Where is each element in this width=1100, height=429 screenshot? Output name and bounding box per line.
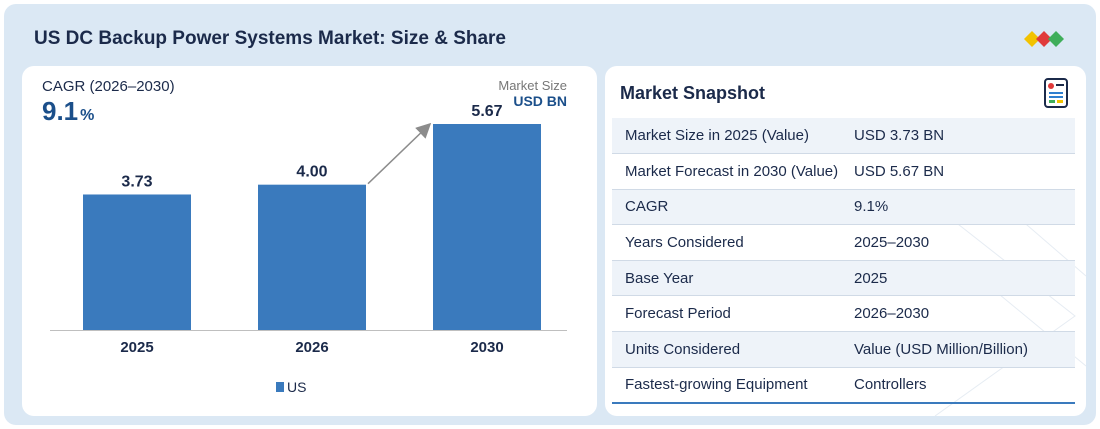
legend-swatch	[276, 382, 284, 392]
snapshot-row: Fastest-growing Equipment Controllers	[612, 367, 1075, 404]
snapshot-key: Forecast Period	[612, 295, 841, 333]
data-label-2025: 3.73	[121, 173, 152, 190]
snapshot-row: Units Considered Value (USD Million/Billi…	[612, 331, 1075, 368]
bar-2030	[433, 124, 541, 330]
snapshot-key: Market Size in 2025 (Value)	[612, 118, 841, 155]
snapshot-key: CAGR	[612, 189, 841, 226]
report-icon	[1044, 78, 1068, 108]
snapshot-value: 2025–2030	[841, 224, 1075, 261]
snapshot-value: 9.1%	[841, 189, 1075, 226]
snapshot-row: Years Considered 2025–2030	[612, 224, 1075, 261]
chart-panel: CAGR (2026–2030) 9.1% Market Size USD BN…	[22, 66, 597, 416]
snapshot-key: Years Considered	[612, 224, 841, 261]
snapshot-key: Base Year	[612, 260, 841, 297]
brand-logo-icon	[1024, 31, 1064, 47]
bar-2026	[258, 184, 366, 330]
chart-legend: US	[276, 379, 306, 395]
snapshot-title: Market Snapshot	[620, 83, 766, 103]
snapshot-row: CAGR 9.1%	[612, 189, 1075, 226]
snapshot-value: USD 5.67 BN	[841, 153, 1075, 190]
snapshot-row: Forecast Period 2026–2030	[612, 295, 1075, 333]
cagr-unit: %	[80, 107, 95, 124]
infographic-frame: US DC Backup Power Systems Market: Size …	[4, 4, 1096, 425]
cagr-number: 9.1	[42, 96, 79, 126]
market-size-label: Market Size	[498, 78, 567, 93]
snapshot-row: Base Year 2025	[612, 260, 1075, 297]
snapshot-value: Controllers	[841, 367, 1075, 404]
legend-label: US	[287, 379, 307, 395]
snapshot-value: 2025	[841, 260, 1075, 297]
snapshot-row: Market Forecast in 2030 (Value) USD 5.67 …	[612, 153, 1075, 190]
bar-chart: 3.73 2025 4.00 2026 5.67 2030	[50, 103, 567, 356]
snapshot-table: Market Size in 2025 (Value) USD 3.73 BN Ma…	[612, 118, 1075, 404]
x-tick-2030: 2030	[470, 339, 503, 356]
snapshot-key: Market Forecast in 2030 (Value)	[612, 153, 841, 190]
x-tick-2026: 2026	[295, 339, 328, 356]
bar-2025	[83, 194, 191, 330]
page-title: US DC Backup Power Systems Market: Size …	[34, 28, 507, 49]
x-tick-2025: 2025	[120, 339, 153, 356]
market-size-unit: USD BN	[513, 93, 567, 109]
cagr-value: 9.1%	[42, 96, 94, 127]
cagr-label: CAGR (2026–2030)	[42, 78, 175, 95]
snapshot-key: Fastest-growing Equipment	[612, 367, 841, 404]
growth-arrow-icon	[367, 122, 432, 185]
data-label-2026: 4.00	[296, 164, 327, 181]
snapshot-row: Market Size in 2025 (Value) USD 3.73 BN	[612, 118, 1075, 155]
snapshot-value: 2026–2030	[841, 295, 1075, 333]
snapshot-panel: Market Snapshot Market Size in 2025 (Val…	[605, 66, 1086, 416]
snapshot-key: Units Considered	[612, 331, 841, 368]
snapshot-value: USD 3.73 BN	[841, 118, 1075, 155]
snapshot-value: Value (USD Million/Billion)	[841, 331, 1075, 368]
data-label-2030: 5.67	[471, 103, 502, 120]
